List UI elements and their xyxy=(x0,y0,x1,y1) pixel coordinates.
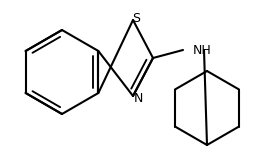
Text: NH: NH xyxy=(193,43,212,57)
Text: S: S xyxy=(132,12,140,24)
Text: N: N xyxy=(133,93,143,105)
